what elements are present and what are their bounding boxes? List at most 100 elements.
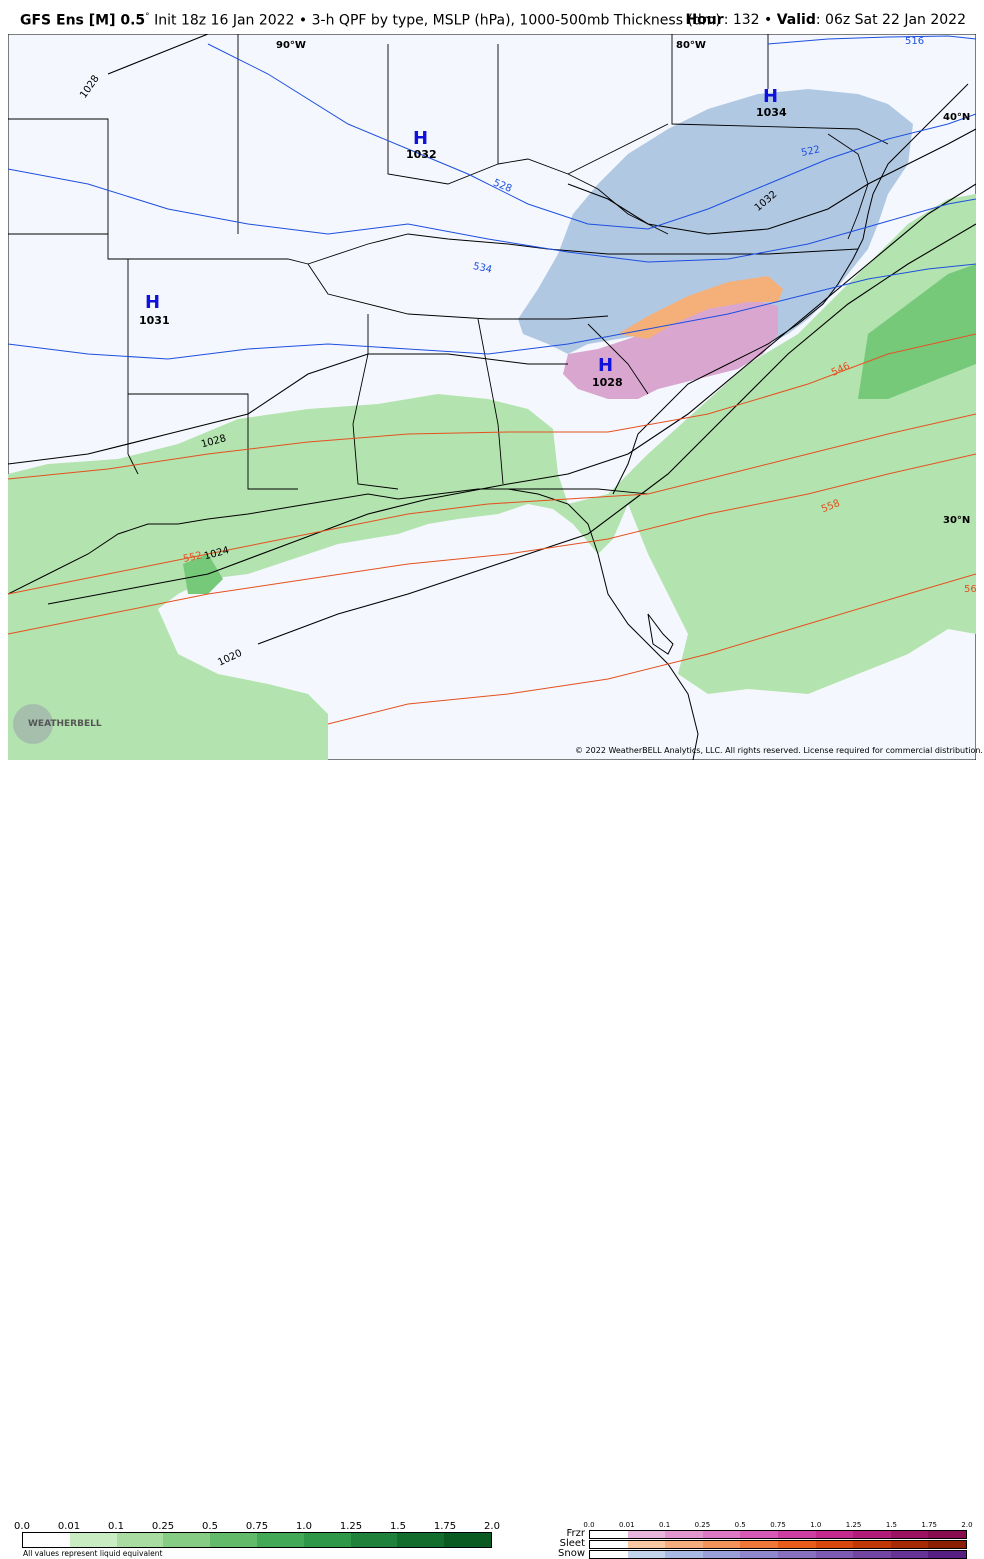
- legend-tick: 1.75: [921, 1521, 937, 1529]
- frzr-swatch: [815, 1531, 854, 1538]
- high-letter: H: [763, 86, 778, 107]
- watermark-text: WEATHERBELL: [28, 719, 102, 729]
- sleet-swatch: [665, 1541, 703, 1548]
- isobars: [8, 34, 976, 645]
- lon-label-80w: 80°W: [676, 40, 706, 51]
- snow-region: [518, 89, 913, 354]
- sleet-region: [618, 276, 783, 339]
- snow-swatch: [665, 1551, 703, 1558]
- product-description: Init 18z 16 Jan 2022 • 3-h QPF by type, …: [154, 12, 721, 29]
- legend-tick: 1.75: [433, 1521, 457, 1532]
- rain-region-light: [8, 194, 976, 760]
- thickness-label: 522: [800, 144, 821, 159]
- frzr-swatch: [890, 1531, 929, 1538]
- legend-tick: 0.01: [619, 1521, 635, 1529]
- frzr-swatch: [627, 1531, 666, 1538]
- legend-tick: 0.5: [202, 1521, 218, 1532]
- sleet-swatch: [890, 1541, 929, 1548]
- qpf-swatch: [210, 1533, 257, 1547]
- weather-map: 90°W 80°W 40°N 30°N H 1032 H 1034 H 1031…: [8, 34, 976, 760]
- legend-tick: 0.1: [108, 1521, 124, 1532]
- sleet-swatch: [627, 1541, 666, 1548]
- high-value: 1034: [756, 106, 787, 119]
- lat-label-30n: 30°N: [943, 515, 970, 526]
- high-center-1034: H 1034: [756, 86, 787, 119]
- copyright-notice: © 2022 WeatherBELL Analytics, LLC. All r…: [575, 746, 983, 755]
- snow-swatch: [627, 1551, 666, 1558]
- legend-tick: 1.25: [845, 1521, 862, 1529]
- snow-swatch: [777, 1551, 816, 1558]
- frzr-swatch: [665, 1531, 703, 1538]
- thickness-label: 56: [964, 584, 976, 595]
- high-letter: H: [413, 128, 428, 149]
- frzr-swatch: [853, 1531, 891, 1538]
- frzr-swatch: [777, 1531, 816, 1538]
- coastline: [8, 83, 969, 760]
- snow-swatch: [890, 1551, 929, 1558]
- thickness-label: 516: [905, 36, 924, 47]
- high-center-1031: H 1031: [139, 292, 170, 327]
- thickness-label: 552: [182, 550, 203, 565]
- legend-tick: 0.75: [770, 1521, 786, 1529]
- lon-label-90w: 90°W: [276, 40, 306, 51]
- model-name: GFS Ens [M] 0.5: [20, 12, 146, 29]
- qpf-legend: All values represent liquid equivalent 0…: [0, 760, 984, 1559]
- legend-tick: 1.25: [339, 1521, 363, 1532]
- legend-tick: 0.25: [694, 1521, 711, 1529]
- frzr-swatch: [590, 1531, 628, 1538]
- high-value: 1031: [139, 314, 170, 327]
- qpf-swatch: [444, 1533, 491, 1547]
- frzr-color-bar: [589, 1530, 967, 1539]
- sleet-swatch: [853, 1541, 891, 1548]
- valid-label: Valid: [776, 12, 816, 28]
- snow-swatch: [740, 1551, 778, 1558]
- valid-value: : 06z Sat 22 Jan 2022: [815, 12, 966, 28]
- legend-tick: 0.75: [245, 1521, 269, 1532]
- hour-value: : 132 •: [723, 12, 777, 28]
- legend-tick: 2.0: [484, 1521, 500, 1532]
- high-center-1028: H 1028: [592, 355, 623, 389]
- legend-tick: 1.5: [885, 1521, 897, 1529]
- legend-tick: 1.0: [810, 1521, 822, 1529]
- snow-label: Snow: [558, 1548, 585, 1559]
- qpf-note: All values represent liquid equivalent: [23, 1549, 163, 1558]
- qpf-swatch: [303, 1533, 351, 1547]
- lat-label-40n: 40°N: [943, 112, 970, 123]
- qpf-swatch: [256, 1533, 304, 1547]
- frzr-swatch: [928, 1531, 966, 1538]
- sleet-swatch: [702, 1541, 741, 1548]
- qpf-swatch: [23, 1533, 70, 1547]
- qpf-swatch: [350, 1533, 398, 1547]
- high-letter: H: [598, 355, 613, 376]
- legend-tick: 1.5: [390, 1521, 406, 1532]
- state-borders: [8, 34, 889, 495]
- high-letter: H: [145, 292, 160, 313]
- qpf-swatch: [163, 1533, 211, 1547]
- legend-tick: 0.1: [659, 1521, 671, 1529]
- legend-tick: 1.0: [296, 1521, 312, 1532]
- qpf-swatch: [397, 1533, 445, 1547]
- thickness-label: 534: [472, 261, 493, 276]
- header-bar: GFS Ens [M] 0.5° Init 18z 16 Jan 2022 • …: [0, 0, 984, 36]
- snow-color-bar: [589, 1550, 967, 1559]
- frzr-swatch: [740, 1531, 778, 1538]
- high-value: 1028: [592, 376, 623, 389]
- legend-tick: 0.01: [57, 1521, 81, 1532]
- thickness-warm: [8, 333, 976, 725]
- valid-time: Hour: 132 • Valid: 06z Sat 22 Jan 2022: [685, 12, 966, 28]
- rain-region-medium: [183, 264, 976, 594]
- snow-swatch: [928, 1551, 966, 1558]
- high-value: 1032: [406, 148, 437, 161]
- sleet-swatch: [815, 1541, 854, 1548]
- legend-tick: 0.5: [734, 1521, 746, 1529]
- sleet-swatch: [928, 1541, 966, 1548]
- snow-swatch: [590, 1551, 628, 1558]
- freezing-rain-region: [563, 299, 778, 399]
- sleet-color-bar: [589, 1540, 967, 1549]
- thickness-cold: [8, 35, 976, 360]
- qpf-swatch: [69, 1533, 117, 1547]
- legend-tick: 2.0: [961, 1521, 973, 1529]
- frzr-swatch: [702, 1531, 741, 1538]
- qpf-color-bar: [22, 1532, 492, 1548]
- sleet-swatch: [777, 1541, 816, 1548]
